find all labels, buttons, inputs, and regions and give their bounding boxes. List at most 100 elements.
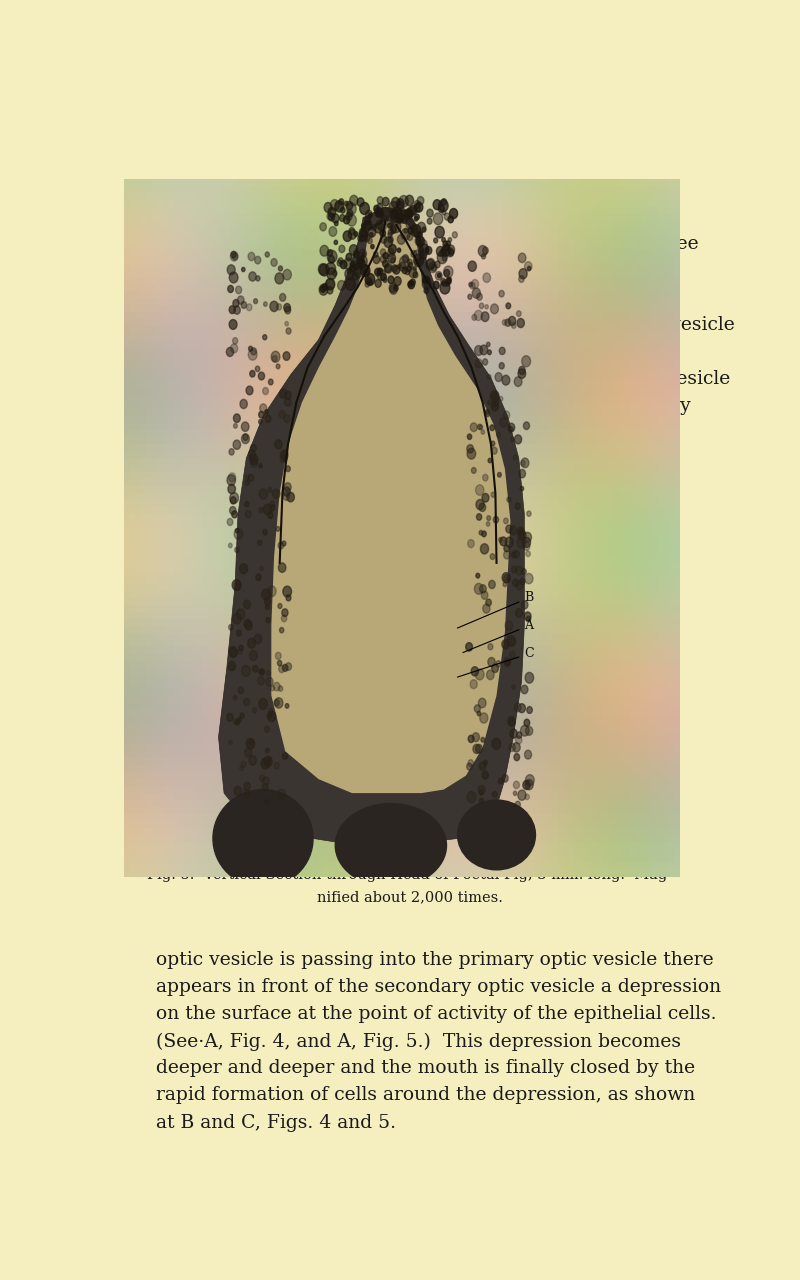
Circle shape — [258, 699, 267, 709]
Circle shape — [282, 664, 288, 672]
Circle shape — [493, 398, 498, 406]
Circle shape — [518, 369, 526, 379]
Circle shape — [468, 760, 474, 767]
Circle shape — [330, 200, 339, 211]
Circle shape — [228, 484, 235, 494]
Circle shape — [482, 253, 486, 259]
Circle shape — [410, 279, 415, 285]
PathPatch shape — [271, 221, 510, 794]
Circle shape — [230, 497, 236, 504]
Circle shape — [474, 346, 482, 356]
Circle shape — [518, 790, 526, 800]
Circle shape — [359, 228, 366, 237]
Circle shape — [229, 449, 234, 456]
Circle shape — [486, 522, 490, 526]
Circle shape — [384, 237, 393, 247]
Circle shape — [267, 710, 276, 722]
Circle shape — [397, 214, 403, 221]
Circle shape — [268, 586, 276, 596]
Circle shape — [467, 791, 476, 803]
Circle shape — [249, 755, 257, 765]
Circle shape — [229, 320, 237, 329]
Circle shape — [391, 265, 398, 273]
Circle shape — [242, 268, 245, 271]
Circle shape — [346, 212, 352, 220]
Circle shape — [232, 511, 238, 518]
Circle shape — [285, 306, 290, 314]
Circle shape — [410, 206, 417, 215]
Circle shape — [512, 685, 515, 690]
Circle shape — [518, 704, 526, 713]
PathPatch shape — [218, 207, 524, 842]
Circle shape — [284, 415, 290, 422]
Circle shape — [442, 280, 447, 287]
Circle shape — [244, 782, 250, 791]
Circle shape — [448, 276, 451, 282]
Circle shape — [514, 781, 519, 788]
Circle shape — [514, 435, 522, 444]
Circle shape — [272, 356, 277, 362]
Circle shape — [278, 686, 282, 691]
Circle shape — [245, 480, 250, 485]
Circle shape — [407, 233, 413, 241]
Circle shape — [388, 248, 394, 256]
Circle shape — [510, 652, 515, 658]
Circle shape — [262, 388, 268, 394]
Circle shape — [320, 223, 326, 230]
Circle shape — [498, 538, 502, 541]
Circle shape — [284, 398, 291, 406]
Circle shape — [263, 504, 272, 515]
Circle shape — [526, 550, 530, 557]
Circle shape — [270, 301, 278, 311]
Circle shape — [468, 294, 472, 300]
Circle shape — [394, 276, 401, 285]
Circle shape — [486, 342, 490, 347]
Circle shape — [326, 262, 335, 274]
Circle shape — [274, 682, 280, 691]
Circle shape — [266, 415, 271, 422]
Circle shape — [250, 460, 258, 467]
Circle shape — [242, 434, 250, 444]
Text: 11: 11 — [645, 197, 664, 211]
Circle shape — [525, 750, 531, 759]
Circle shape — [327, 250, 333, 256]
Circle shape — [475, 485, 484, 495]
Circle shape — [234, 695, 237, 700]
Circle shape — [466, 763, 472, 771]
Circle shape — [494, 516, 498, 524]
Circle shape — [503, 582, 506, 586]
Circle shape — [442, 246, 450, 256]
Text: nified about 2,000 times.: nified about 2,000 times. — [317, 890, 503, 904]
Circle shape — [422, 276, 427, 282]
Circle shape — [480, 713, 488, 723]
Circle shape — [375, 207, 382, 218]
Circle shape — [319, 264, 329, 276]
Circle shape — [399, 196, 408, 207]
Circle shape — [234, 580, 242, 590]
Circle shape — [479, 503, 486, 512]
Circle shape — [518, 275, 524, 283]
Circle shape — [475, 358, 482, 367]
Circle shape — [502, 774, 508, 782]
Circle shape — [518, 366, 526, 375]
Circle shape — [266, 617, 270, 622]
Circle shape — [443, 266, 453, 278]
Circle shape — [502, 640, 509, 649]
Circle shape — [226, 713, 233, 722]
Circle shape — [260, 404, 266, 412]
Circle shape — [241, 302, 246, 308]
Circle shape — [261, 758, 270, 769]
Circle shape — [234, 547, 239, 553]
Circle shape — [513, 742, 520, 753]
Circle shape — [365, 282, 370, 287]
Circle shape — [389, 201, 398, 212]
Circle shape — [391, 197, 400, 207]
Circle shape — [279, 293, 286, 301]
Circle shape — [526, 616, 530, 622]
Circle shape — [286, 466, 290, 471]
Circle shape — [380, 248, 386, 256]
Circle shape — [279, 411, 285, 419]
Circle shape — [522, 600, 528, 609]
Circle shape — [376, 220, 383, 229]
Circle shape — [260, 669, 264, 675]
